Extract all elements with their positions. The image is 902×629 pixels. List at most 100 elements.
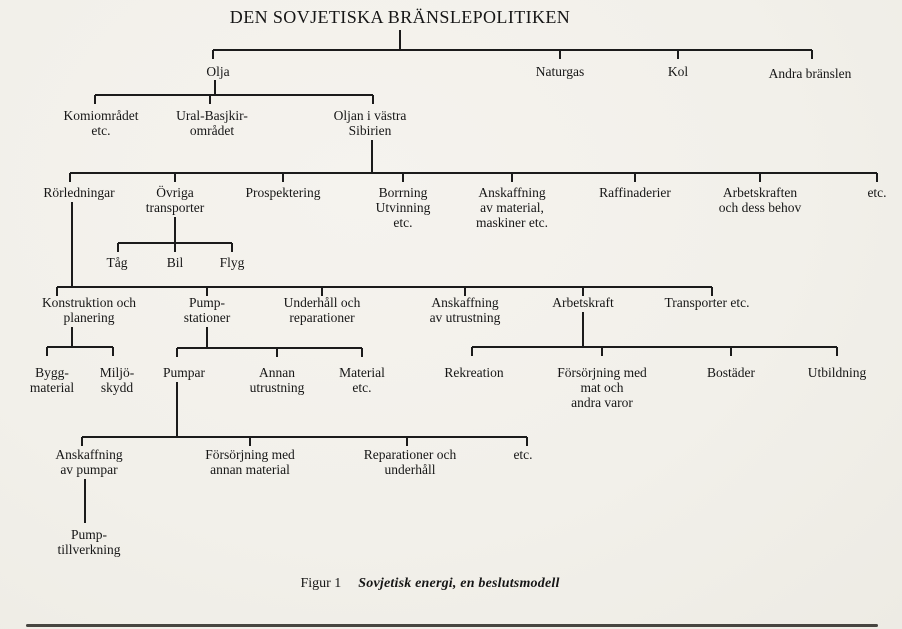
node-label-line: Anskaffning — [431, 295, 499, 310]
node-label-line: transporter — [145, 200, 205, 215]
node-label-line: stationer — [183, 310, 231, 325]
node-material-etc: Material etc. — [339, 365, 385, 395]
connector-konstruktion-to-children — [46, 327, 114, 356]
node-label-line: Arbetskraften — [722, 185, 798, 200]
node-label-line: Pump- — [70, 527, 107, 542]
node-label-line: Reparationer och — [363, 447, 457, 462]
node-label-line: Rörledningar — [43, 185, 115, 200]
node-pumpar: Pumpar — [163, 365, 205, 380]
node-label-line: och dess behov — [718, 200, 802, 215]
node-label-line: utrustning — [249, 380, 305, 395]
node-anskaffning-material: Anskaffning av material, maskiner etc. — [476, 185, 548, 230]
node-konstruktion-planering: Konstruktion och planering — [42, 295, 136, 325]
node-label-line: Transporter etc. — [664, 295, 750, 310]
node-label-line: Underhåll och — [283, 295, 361, 310]
node-label-line: mat och — [580, 380, 624, 395]
node-label-line: etc. — [867, 185, 887, 200]
node-byggmaterial: Bygg-material — [30, 365, 74, 395]
node-label-line: etc. — [352, 380, 372, 395]
connector-olja-to-regions — [94, 80, 374, 104]
node-label-line: Flyg — [219, 255, 245, 270]
node-label-line: skydd — [100, 380, 134, 395]
node-label-line: Försörjning med — [205, 447, 295, 462]
node-label-line: Utbildning — [807, 365, 867, 380]
node-komiomradet: Komiområdet etc. — [64, 108, 139, 138]
node-label-line: maskiner etc. — [476, 215, 548, 230]
node-label-line: Konstruktion och — [41, 295, 137, 310]
node-label-line: Bostäder — [707, 365, 755, 380]
node-flyg: Flyg — [220, 255, 245, 270]
node-label-line: etc. — [91, 123, 111, 138]
node-underhall-reparationer: Underhåll och reparationer — [284, 295, 361, 325]
connector-pumpar-to-children — [81, 382, 528, 446]
connector-title-to-fuels — [212, 30, 813, 59]
figure-number-label: Figur 1 — [300, 576, 342, 591]
node-raffinaderier: Raffinaderier — [599, 185, 671, 200]
scan-artifact-line — [26, 624, 878, 627]
node-arbetskraft: Arbetskraft — [552, 295, 613, 310]
node-label-line: Oljan i västra — [333, 108, 407, 123]
node-label-line: Bil — [166, 255, 184, 270]
node-label-line: reparationer — [289, 310, 355, 325]
node-olja: Olja — [206, 64, 229, 79]
node-label-line: tillverkning — [57, 542, 121, 557]
node-label-line: material — [29, 380, 75, 395]
node-utbildning: Utbildning — [808, 365, 867, 380]
node-bostader: Bostäder — [707, 365, 755, 380]
node-reparationer-underhall: Reparationer och underhåll — [364, 447, 457, 477]
node-label-line: Tåg — [106, 255, 128, 270]
node-anskaffning-pumpar: Anskaffning av pumpar — [55, 447, 122, 477]
node-rekreation: Rekreation — [444, 365, 503, 380]
node-label-line: Rekreation — [444, 365, 504, 380]
figure-caption-text: Sovjetisk energi, en beslutsmodell — [358, 576, 560, 591]
node-label-line: Prospektering — [245, 185, 321, 200]
node-kol: Kol — [668, 64, 688, 79]
node-label-line: Olja — [206, 64, 230, 79]
node-label-line: Anskaffning — [478, 185, 546, 200]
node-label-line: av material, — [480, 200, 544, 215]
node-label-line: Bygg- — [35, 365, 69, 380]
node-label-line: Kol — [667, 64, 689, 79]
node-etc-pumpar: etc. — [513, 447, 532, 462]
node-label-line: planering — [63, 310, 115, 325]
node-transporter-etc: Transporter etc. — [665, 295, 750, 310]
connector-rorledningar-to-functions — [56, 202, 713, 296]
node-label-line: andra varor — [571, 395, 633, 410]
node-label-line: området — [189, 123, 235, 138]
node-label-line: av pumpar — [60, 462, 118, 477]
node-label-line: etc. — [393, 215, 413, 230]
node-etc-olja: etc. — [867, 185, 886, 200]
node-label-line: Annan — [258, 365, 295, 380]
node-tag: Tåg — [107, 255, 128, 270]
diagram-title: DEN SOVJETISKA BRÄNSLEPOLITIKEN — [229, 7, 571, 27]
node-label-line: Material — [339, 365, 385, 380]
node-label-line: Övriga — [156, 185, 194, 200]
node-annan-utrustning: Annan utrustning — [250, 365, 305, 395]
node-label-line: Pumpar — [163, 365, 205, 380]
node-label-line: Arbetskraft — [552, 295, 614, 310]
connector-pumpstationer-to-children — [176, 327, 363, 357]
node-label-line: Försörjning med — [557, 365, 647, 380]
node-label-line: av utrustning — [429, 310, 501, 325]
node-ural-basjkir-omradet: Ural-Basjkir-området — [176, 108, 248, 138]
connector-sibirien-to-activities — [69, 140, 878, 182]
connector-ovriga-to-transport-modes — [117, 217, 233, 252]
node-label-line: Anskaffning — [55, 447, 123, 462]
connector-arbetskraft-to-children — [471, 312, 838, 356]
node-ovriga-transporter: Övriga transporter — [146, 185, 204, 215]
node-rorledningar: Rörledningar — [43, 185, 114, 200]
node-anskaffning-utrustning: Anskaffning av utrustning — [430, 295, 501, 325]
node-arbetskraften-behov: Arbetskraften och dess behov — [719, 185, 801, 215]
node-naturgas: Naturgas — [536, 64, 585, 79]
node-label-line: Komiområdet — [63, 108, 139, 123]
figure-caption: Figur 1 Sovjetisk energi, en beslutsmode… — [300, 576, 559, 592]
node-miljoskydd: Miljö-skydd — [100, 365, 135, 395]
node-andra-branslen: Andra bränslen — [769, 66, 852, 81]
node-label-line: Sibirien — [348, 123, 392, 138]
node-forsorjning-mat: Försörjning med mat och andra varor — [557, 365, 647, 410]
node-label-line: Borrning — [378, 185, 428, 200]
node-prospektering: Prospektering — [246, 185, 321, 200]
node-label-line: annan material — [210, 462, 290, 477]
node-forsorjning-annan-material: Försörjning med annan material — [205, 447, 295, 477]
